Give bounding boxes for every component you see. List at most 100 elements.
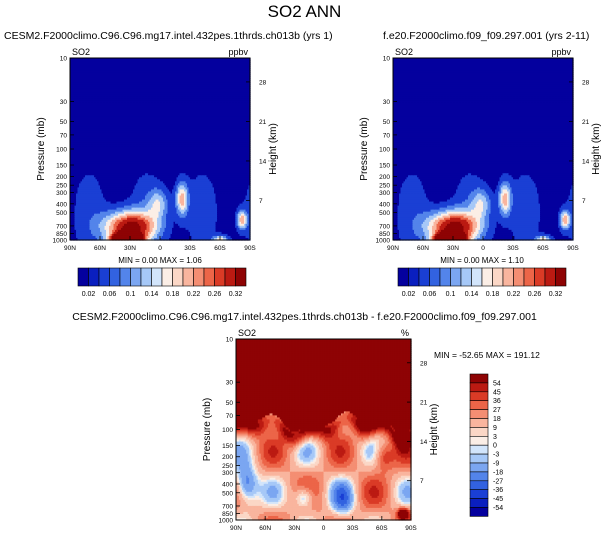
colorbar-box [469, 382, 489, 393]
height-tick-label: 28 [259, 79, 267, 86]
colorbar-label: 0.18 [486, 291, 500, 298]
colorbar-box [469, 400, 489, 410]
y-tick-label: 200 [379, 174, 390, 181]
colorbar-box [469, 435, 489, 446]
height-tick-label: 14 [420, 439, 428, 446]
colorbar-label: 9 [493, 425, 497, 432]
colorbar-box [214, 267, 226, 287]
colorbar-box [439, 267, 451, 287]
stats-difference: MIN = -52.65 MAX = 191.12 [434, 350, 540, 360]
colorbar-box [469, 418, 489, 428]
colorbar-label: 0.02 [402, 291, 416, 298]
y-tick-label: 10 [226, 337, 234, 344]
y-tick-label: 1000 [53, 238, 68, 245]
y-tick-label: 70 [383, 132, 391, 139]
y-tick-label: 100 [222, 427, 233, 434]
y-tick-label: 10 [60, 56, 68, 63]
colorbar-box [140, 267, 152, 287]
y-tick-label: 500 [379, 210, 390, 217]
y-tick-label: 250 [56, 183, 67, 190]
colorbar-label: -27 [493, 478, 503, 485]
units-label: % [401, 328, 409, 338]
height-axis-label: Height (km) [591, 123, 602, 175]
y-tick-label: 500 [222, 490, 233, 497]
x-tick-label: 90N [230, 525, 242, 532]
colorbar-box [469, 462, 489, 473]
colorbar-box [172, 267, 184, 287]
colorbar-label: -45 [493, 496, 503, 503]
panel-title-control: f.e20.F2000climo.f09_f09.297.001 (yrs 2-… [383, 30, 589, 42]
height-tick-label: 14 [582, 158, 590, 165]
colorbar-label: 0.22 [507, 291, 521, 298]
x-tick-label: 30N [288, 525, 300, 532]
y-axis-label: Pressure (mb) [359, 117, 370, 180]
x-tick-label: 30S [347, 525, 359, 532]
colorbar-box [151, 267, 163, 287]
y-tick-label: 700 [222, 503, 233, 510]
colorbar-box [77, 267, 89, 287]
colorbar-box [161, 267, 173, 287]
y-tick-label: 700 [56, 223, 67, 230]
y-tick-label: 1000 [376, 238, 391, 245]
y-tick-label: 150 [222, 443, 233, 450]
colorbar-label: -18 [493, 469, 503, 476]
colorbar-label: 18 [493, 416, 501, 423]
colorbar-box [513, 267, 525, 287]
colorbar-label: 0.06 [423, 291, 437, 298]
colorbar-box [235, 267, 247, 287]
colorbar-box [450, 267, 462, 287]
y-tick-label: 700 [379, 223, 390, 230]
colorbar-box [471, 267, 483, 287]
y-tick-label: 10 [383, 56, 391, 63]
height-tick-label: 7 [420, 478, 424, 485]
stats-control: MIN = 0.00 MAX = 1.10 [440, 256, 524, 265]
x-tick-label: 60S [214, 245, 226, 252]
x-tick-label: 30N [447, 245, 459, 252]
variable-label: SO2 [395, 47, 413, 57]
colorbar-box [469, 391, 489, 401]
colorbar-label: 0.26 [208, 291, 222, 298]
y-tick-label: 250 [379, 183, 390, 190]
colorbar-label: 0.26 [528, 291, 542, 298]
colorbar-box [88, 267, 100, 287]
variable-label: SO2 [72, 47, 90, 57]
colorbar-box [469, 427, 489, 437]
height-tick-label: 21 [582, 119, 590, 126]
x-tick-label: 90S [567, 245, 579, 252]
y-tick-label: 850 [379, 231, 390, 238]
y-tick-label: 30 [383, 99, 391, 106]
colorbar-box [534, 267, 546, 287]
y-tick-label: 1000 [219, 518, 234, 525]
y-axis-label: Pressure (mb) [36, 117, 47, 180]
colorbar-box [469, 489, 489, 499]
y-tick-label: 70 [226, 413, 234, 420]
colorbar-box [492, 267, 504, 287]
variable-label: SO2 [238, 328, 256, 338]
y-tick-label: 200 [222, 454, 233, 461]
y-tick-label: 100 [379, 147, 390, 154]
colorbar-box [469, 409, 489, 419]
colorbar-box [502, 267, 514, 287]
colorbar-box [469, 444, 489, 455]
colorbar-box [109, 267, 121, 287]
height-tick-label: 28 [420, 360, 428, 367]
colorbar-box [469, 373, 489, 384]
x-tick-label: 30S [507, 245, 519, 252]
y-tick-label: 300 [56, 190, 67, 197]
height-tick-label: 28 [582, 79, 590, 86]
colorbar-box [469, 498, 489, 508]
y-tick-label: 150 [56, 163, 67, 170]
colorbar-box [397, 267, 409, 287]
colorbar-label: 0.18 [166, 291, 180, 298]
colorbar-box [408, 267, 420, 287]
x-tick-label: 60N [94, 245, 106, 252]
y-tick-label: 400 [56, 201, 67, 208]
y-tick-label: 30 [60, 99, 68, 106]
y-tick-label: 850 [222, 511, 233, 518]
colorbar-box [469, 480, 489, 490]
colorbar-box [555, 267, 567, 287]
y-tick-label: 50 [383, 119, 391, 126]
main-title: SO2 ANN [0, 2, 609, 22]
x-tick-label: 30N [124, 245, 136, 252]
